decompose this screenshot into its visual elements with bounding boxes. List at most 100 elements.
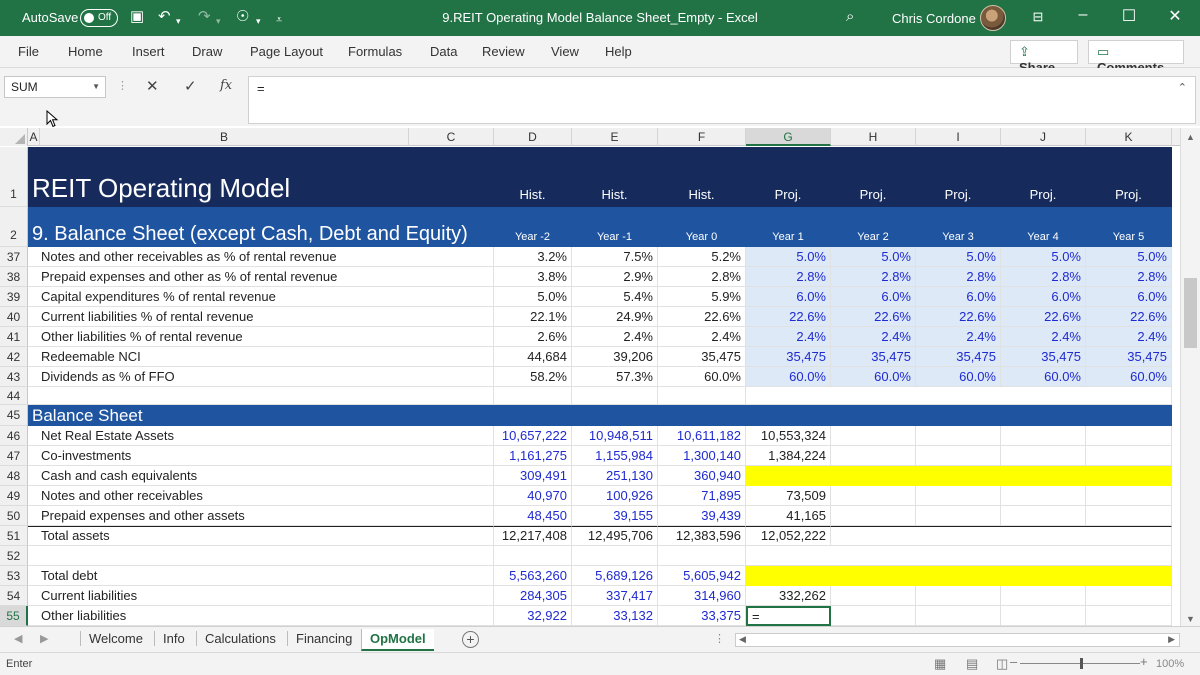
blank-cell[interactable] bbox=[831, 526, 1172, 546]
name-box[interactable]: SUM ▼ bbox=[4, 76, 106, 98]
row-label[interactable]: Co-investments bbox=[28, 446, 494, 466]
hist-cell[interactable]: 5.9% bbox=[658, 287, 746, 307]
row-header[interactable]: 1 bbox=[0, 147, 28, 207]
proj-cell[interactable]: 35,475 bbox=[1086, 347, 1172, 367]
normal-view-icon[interactable]: ▦ bbox=[934, 656, 947, 671]
proj-cell[interactable]: 22.6% bbox=[831, 307, 916, 327]
blank-cell[interactable] bbox=[916, 606, 1001, 626]
row-header[interactable]: 52 bbox=[0, 546, 28, 566]
formula-input[interactable]: = ⌃ bbox=[248, 76, 1196, 124]
proj-cell[interactable]: 60.0% bbox=[831, 367, 916, 387]
proj-cell[interactable]: 2.8% bbox=[1001, 267, 1086, 287]
row-header[interactable]: 40 bbox=[0, 307, 28, 327]
proj-cell[interactable]: 60.0% bbox=[1086, 367, 1172, 387]
blank-cell[interactable] bbox=[916, 426, 1001, 446]
year1-cell[interactable]: 73,509 bbox=[746, 486, 831, 506]
proj-cell[interactable]: 2.4% bbox=[831, 327, 916, 347]
column-header-h[interactable]: H bbox=[831, 128, 916, 146]
insert-function-icon[interactable]: fx bbox=[220, 78, 233, 93]
proj-cell[interactable]: 22.6% bbox=[1086, 307, 1172, 327]
proj-cell[interactable]: 60.0% bbox=[916, 367, 1001, 387]
column-header-d[interactable]: D bbox=[494, 128, 572, 146]
proj-cell[interactable]: 5.0% bbox=[916, 247, 1001, 267]
proj-cell[interactable]: 5.0% bbox=[746, 247, 831, 267]
period-type-cell[interactable]: Proj. bbox=[831, 147, 916, 207]
proj-cell[interactable]: 6.0% bbox=[746, 287, 831, 307]
total-cell[interactable]: 12,052,222 bbox=[746, 526, 831, 546]
blank-cell[interactable] bbox=[658, 387, 746, 405]
row-label[interactable]: Cash and cash equivalents bbox=[28, 466, 494, 486]
hist-cell[interactable]: 22.1% bbox=[494, 307, 572, 327]
row-header[interactable]: 42 bbox=[0, 347, 28, 367]
chevron-down-icon[interactable]: ▼ bbox=[92, 82, 100, 91]
year1-cell[interactable]: 332,262 bbox=[746, 586, 831, 606]
blank-cell[interactable] bbox=[1001, 426, 1086, 446]
blank-cell[interactable] bbox=[1086, 486, 1172, 506]
column-header-k[interactable]: K bbox=[1086, 128, 1172, 146]
row-label[interactable]: Prepaid expenses and other assets bbox=[28, 506, 494, 526]
period-type-cell[interactable]: Hist. bbox=[572, 147, 658, 207]
proj-cell[interactable]: 5.0% bbox=[831, 247, 916, 267]
blank-cell[interactable] bbox=[1001, 486, 1086, 506]
scroll-up-icon[interactable]: ▲ bbox=[1186, 132, 1195, 142]
sheet-tab-opmodel[interactable]: OpModel bbox=[361, 629, 434, 651]
proj-cell[interactable]: 6.0% bbox=[831, 287, 916, 307]
redo-dropdown-icon[interactable]: ▾ bbox=[216, 16, 221, 26]
blank-cell[interactable] bbox=[1086, 506, 1172, 526]
sheet-tab-info[interactable]: Info bbox=[154, 631, 193, 646]
proj-cell[interactable]: 22.6% bbox=[1001, 307, 1086, 327]
row-header[interactable]: 48 bbox=[0, 466, 28, 486]
hist-cell[interactable]: 1,300,140 bbox=[658, 446, 746, 466]
row-header-active[interactable]: 55 bbox=[0, 606, 28, 626]
hist-cell[interactable]: 33,132 bbox=[572, 606, 658, 626]
year-cell[interactable]: Year -1 bbox=[572, 207, 658, 247]
proj-cell[interactable]: 5.0% bbox=[1001, 247, 1086, 267]
scroll-left-icon[interactable]: ◀ bbox=[739, 634, 746, 644]
hist-cell[interactable]: 10,611,182 bbox=[658, 426, 746, 446]
zoom-in-icon[interactable]: + bbox=[1140, 654, 1148, 669]
scroll-right-icon[interactable]: ▶ bbox=[1168, 634, 1175, 644]
hist-cell[interactable]: 33,375 bbox=[658, 606, 746, 626]
tab-view[interactable]: View bbox=[551, 44, 579, 59]
hist-cell[interactable]: 337,417 bbox=[572, 586, 658, 606]
proj-cell[interactable]: 2.8% bbox=[831, 267, 916, 287]
section-title[interactable]: Balance Sheet bbox=[28, 405, 1172, 426]
blank-cell[interactable] bbox=[28, 546, 494, 566]
horizontal-scrollbar[interactable]: ◀ ▶ bbox=[735, 633, 1180, 647]
redo-icon[interactable]: ↷ bbox=[198, 8, 211, 25]
column-header-b[interactable]: B bbox=[40, 128, 409, 146]
hist-cell[interactable]: 44,684 bbox=[494, 347, 572, 367]
hist-cell[interactable]: 2.4% bbox=[572, 327, 658, 347]
blank-cell[interactable] bbox=[746, 387, 1172, 405]
hist-cell[interactable]: 40,970 bbox=[494, 486, 572, 506]
row-header[interactable]: 45 bbox=[0, 405, 28, 426]
hist-cell[interactable]: 309,491 bbox=[494, 466, 572, 486]
hist-cell[interactable]: 2.4% bbox=[658, 327, 746, 347]
undo-icon[interactable]: ↶ bbox=[158, 8, 171, 25]
row-label[interactable]: Current liabilities % of rental revenue bbox=[28, 307, 494, 327]
blank-cell[interactable] bbox=[658, 546, 746, 566]
hist-cell[interactable]: 5.4% bbox=[572, 287, 658, 307]
blank-cell[interactable] bbox=[1086, 586, 1172, 606]
zoom-level[interactable]: 100% bbox=[1156, 658, 1185, 670]
row-label[interactable]: Total assets bbox=[28, 526, 494, 546]
hist-cell[interactable]: 1,161,275 bbox=[494, 446, 572, 466]
period-type-cell[interactable]: Hist. bbox=[658, 147, 746, 207]
sheet-tab-welcome[interactable]: Welcome bbox=[80, 631, 151, 646]
vertical-scrollbar[interactable]: ▲ ▼ bbox=[1180, 128, 1200, 626]
hist-cell[interactable]: 7.5% bbox=[572, 247, 658, 267]
proj-cell[interactable]: 2.8% bbox=[746, 267, 831, 287]
proj-cell[interactable]: 6.0% bbox=[916, 287, 1001, 307]
row-header[interactable]: 50 bbox=[0, 506, 28, 526]
cancel-icon[interactable]: ✕ bbox=[146, 78, 159, 95]
row-label[interactable]: Current liabilities bbox=[28, 586, 494, 606]
column-header-a[interactable]: A bbox=[28, 128, 40, 146]
hist-cell[interactable]: 251,130 bbox=[572, 466, 658, 486]
blank-cell[interactable] bbox=[831, 446, 916, 466]
next-sheet-icon[interactable]: ▶ bbox=[40, 633, 49, 645]
blank-cell[interactable] bbox=[831, 506, 916, 526]
proj-cell[interactable]: 60.0% bbox=[746, 367, 831, 387]
collapse-formula-icon[interactable]: ⌃ bbox=[1177, 82, 1187, 94]
row-header[interactable]: 46 bbox=[0, 426, 28, 446]
blank-cell[interactable] bbox=[1086, 446, 1172, 466]
